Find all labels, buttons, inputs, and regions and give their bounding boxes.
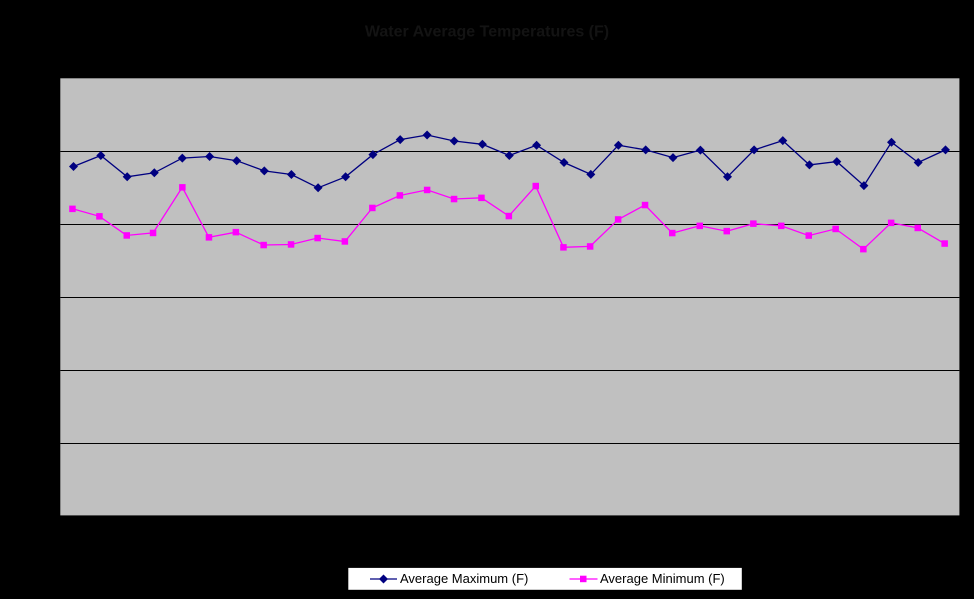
svg-text:Average Maximum (F): Average Maximum (F) (400, 571, 528, 586)
svg-text:Water Average Temperatures (F): Water Average Temperatures (F) (365, 24, 609, 41)
svg-text:Average Minimum (F): Average Minimum (F) (600, 571, 725, 586)
